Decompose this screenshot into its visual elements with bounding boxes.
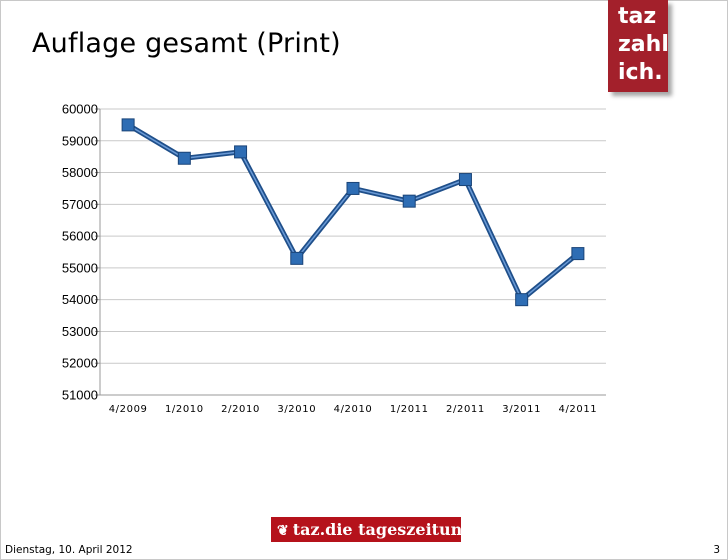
chart-axes	[95, 108, 606, 396]
data-point	[234, 145, 248, 159]
x-tick-label: 1/2010	[165, 404, 204, 415]
page-number: 3	[713, 544, 720, 556]
y-tick-labels: 51000 52000 53000 54000 55000 56000 57000 58000…	[62, 102, 98, 403]
badge-line-2: zahl	[618, 32, 669, 57]
y-tick-label: 52000	[62, 356, 98, 371]
y-tick-label: 57000	[62, 197, 98, 212]
y-tick-label: 54000	[62, 292, 98, 307]
data-point	[515, 293, 529, 307]
paw-icon: ❦	[277, 523, 289, 539]
series-line-outline-0	[126, 122, 580, 303]
x-tick-labels: 4/2009 1/2010 2/2010 3/2010 4/2010 1/2011 2/20…	[109, 404, 597, 415]
data-point	[458, 173, 472, 187]
y-tick-label: 56000	[62, 229, 98, 244]
x-tick-label: 1/2011	[390, 404, 429, 415]
y-tick-label: 51000	[62, 388, 98, 403]
series-markers	[121, 118, 585, 307]
series-lines	[126, 122, 580, 303]
data-point	[121, 118, 135, 132]
data-point	[571, 247, 585, 261]
taz-footer-logo: ❦ taz.die tageszeitung	[271, 517, 473, 542]
footer-date: Dienstag, 10. April 2012	[5, 544, 133, 556]
x-tick-label: 3/2011	[502, 404, 541, 415]
slide-title: Auflage gesamt (Print)	[32, 28, 341, 59]
footer-logo-text: taz.die tageszeitung	[292, 520, 474, 539]
x-tick-label: 4/2009	[109, 404, 148, 415]
data-point	[177, 151, 191, 165]
y-tick-label: 53000	[62, 324, 98, 339]
line-chart: 51000 52000 53000 54000 55000 56000 57000 58000…	[62, 102, 606, 415]
x-tick-label: 3/2010	[277, 404, 316, 415]
y-tick-label: 58000	[62, 165, 98, 180]
taz-zahl-ich-logo: taz zahl ich.	[608, 0, 669, 92]
data-point	[290, 251, 304, 265]
x-tick-label: 4/2010	[334, 404, 373, 415]
y-tick-label: 59000	[62, 133, 98, 148]
x-tick-label: 2/2010	[221, 404, 260, 415]
data-point	[402, 194, 416, 208]
badge-line-3: ich.	[618, 60, 663, 85]
data-point	[346, 181, 360, 195]
x-tick-label: 4/2011	[558, 404, 597, 415]
y-tick-label: 60000	[62, 102, 98, 117]
badge-line-1: taz	[618, 4, 657, 29]
y-tick-label: 55000	[62, 260, 98, 275]
x-tick-label: 2/2011	[446, 404, 485, 415]
